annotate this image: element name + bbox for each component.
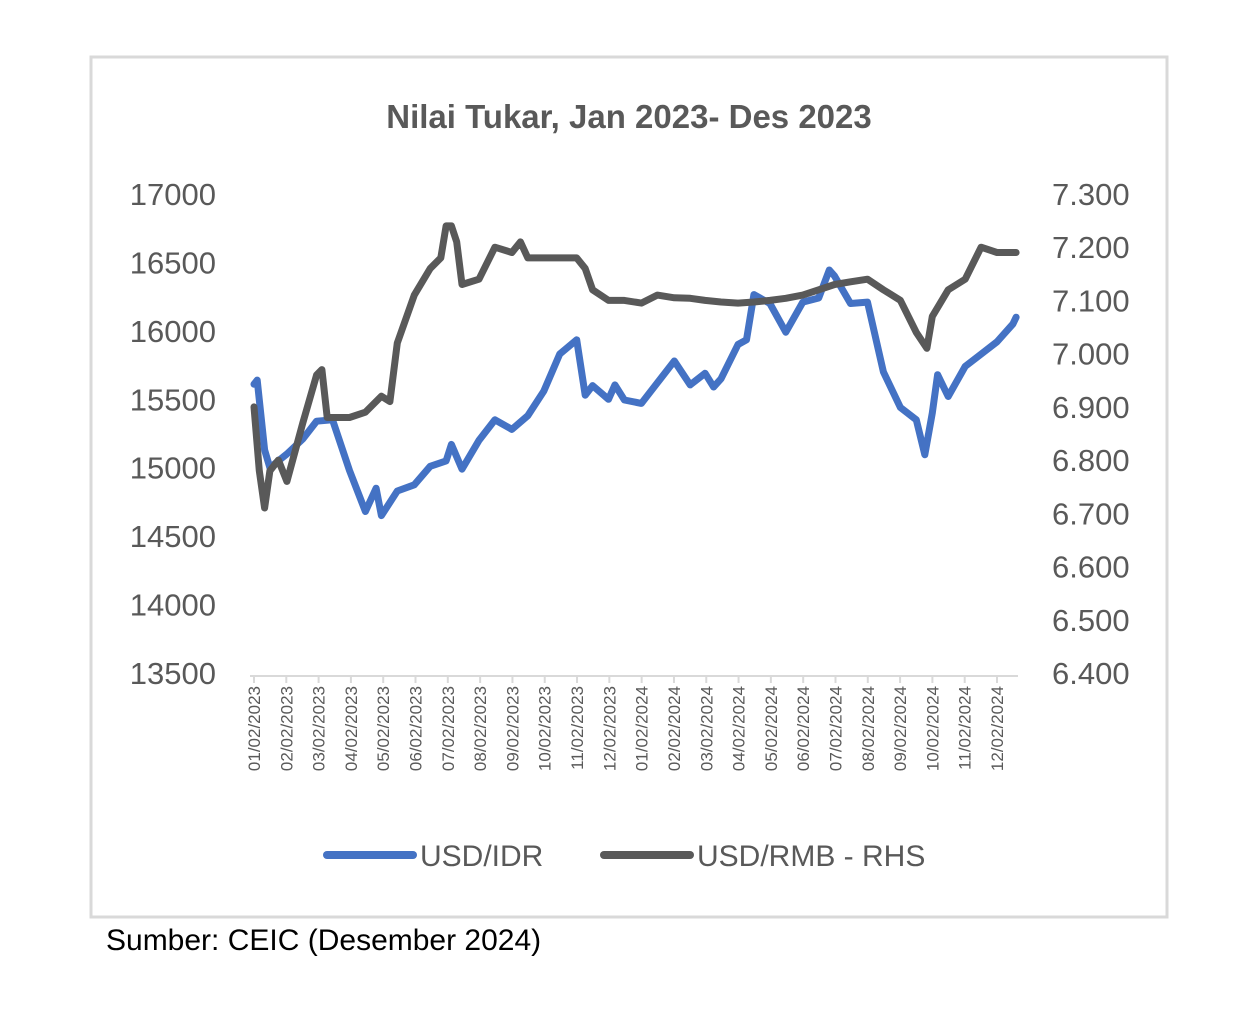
source-note: Sumber: CEIC (Desember 2024) <box>106 924 541 957</box>
legend: USD/IDR USD/RMB - RHS <box>323 840 925 873</box>
x-tick-label: 09/02/2024 <box>891 686 910 771</box>
x-tick-label: 11/02/2023 <box>568 686 587 770</box>
usd-rmb-line <box>250 222 1020 512</box>
chart-title: Nilai Tukar, Jan 2023- Des 2023 <box>386 98 872 135</box>
left-tick-label: 16500 <box>130 245 216 280</box>
x-tick-label: 02/02/2023 <box>277 686 296 771</box>
x-tick-label: 10/02/2024 <box>923 686 942 771</box>
x-tick-label: 01/02/2024 <box>633 686 652 771</box>
x-tick-label: 05/02/2024 <box>762 686 781 771</box>
x-tick-label: 09/02/2023 <box>503 686 522 771</box>
legend-label-usd-idr: USD/IDR <box>420 840 543 873</box>
x-tick-label: 06/02/2024 <box>794 686 813 771</box>
right-tick-label: 7.000 <box>1052 337 1130 372</box>
right-tick-label: 7.200 <box>1052 230 1130 265</box>
left-tick-label: 14000 <box>130 588 216 623</box>
right-tick-label: 6.600 <box>1052 550 1130 585</box>
left-tick-label: 13500 <box>130 656 216 691</box>
series-lines <box>250 222 1020 520</box>
x-axis: 01/02/2023 02/02/2023 03/02/2023 04/02/2023… <box>245 675 1018 771</box>
x-tick-label: 02/02/2024 <box>665 686 684 771</box>
x-tick-label: 12/02/2024 <box>988 686 1007 771</box>
x-tick-label: 05/02/2023 <box>374 686 393 771</box>
x-tick-label: 08/02/2024 <box>859 686 878 771</box>
x-tick-label: 12/02/2023 <box>600 686 619 771</box>
x-tick-label: 03/02/2024 <box>697 686 716 771</box>
usd-idr-line <box>250 266 1020 520</box>
right-tick-label: 6.900 <box>1052 390 1130 425</box>
right-tick-label: 6.800 <box>1052 443 1130 478</box>
right-tick-label: 6.400 <box>1052 656 1130 691</box>
right-axis-ticks: 7.300 7.200 7.100 7.000 6.900 6.800 6.700 6.600… <box>1052 177 1130 691</box>
x-tick-label: 06/02/2023 <box>407 686 426 771</box>
left-tick-label: 15500 <box>130 382 216 417</box>
right-tick-label: 7.100 <box>1052 283 1130 318</box>
left-tick-label: 14500 <box>130 519 216 554</box>
x-tick-label: 04/02/2023 <box>342 686 361 771</box>
right-tick-label: 7.300 <box>1052 177 1130 212</box>
x-tick-label: 07/02/2023 <box>439 686 458 771</box>
right-tick-label: 6.500 <box>1052 603 1130 638</box>
x-tick-label: 08/02/2023 <box>471 686 490 771</box>
left-tick-label: 16000 <box>130 314 216 349</box>
left-tick-label: 17000 <box>130 177 216 212</box>
x-tick-label: 10/02/2023 <box>536 686 555 771</box>
left-tick-label: 15000 <box>130 451 216 486</box>
right-tick-label: 6.700 <box>1052 496 1130 531</box>
legend-label-usd-rmb: USD/RMB - RHS <box>697 840 925 873</box>
x-tick-label: 03/02/2023 <box>310 686 329 771</box>
chart-border <box>89 55 1169 919</box>
x-tick-label: 01/02/2023 <box>245 686 264 771</box>
x-tick-label: 04/02/2024 <box>730 686 749 771</box>
x-tick-label: 11/02/2024 <box>956 686 975 770</box>
left-axis-ticks: 17000 16500 16000 15500 15000 14500 14000 13500 <box>130 177 216 691</box>
x-tick-label: 07/02/2024 <box>826 686 845 771</box>
